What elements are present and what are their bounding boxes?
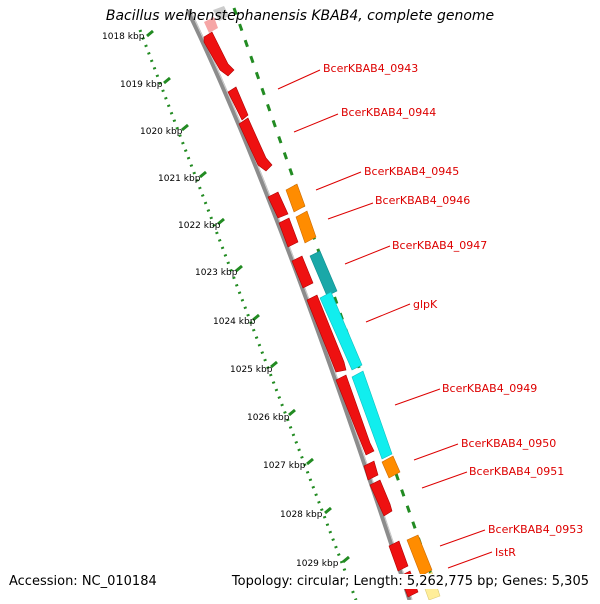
kbp-label: 1023 kbp [195,268,238,278]
gene-arrow-faded [204,17,218,33]
gene-label: BcerKBAB4_0947 [392,239,487,252]
topology-text: Topology: circular; Length: 5,262,775 bp… [230,574,590,589]
gene-grey-faded [213,6,229,21]
gene-cyan [319,291,363,371]
kbp-label: 1026 kbp [247,413,290,423]
gene-arrow [267,191,289,219]
kbp-label: 1029 kbp [296,559,339,569]
gene-arrow [238,117,273,172]
kbp-label: 1028 kbp [280,510,323,520]
gene-orange [381,455,401,479]
gene-arrow [291,255,314,289]
kbp-label: 1022 kbp [178,221,221,231]
gene-label: glpK [413,298,438,311]
gene-arrow [203,31,235,77]
gene-lane-red [203,31,419,598]
gene-orange [295,210,317,244]
kbp-label: 1019 kbp [120,80,163,90]
gene-label: BcerKBAB4_0949 [442,382,537,395]
gene-orange [285,183,306,213]
gene-arrow [363,460,379,481]
map-title: Bacillus weihenstephanensis KBAB4, compl… [105,8,495,24]
gene-label: IstR [495,546,516,559]
outer-ruler-dashed [232,7,442,601]
gene-label: BcerKBAB4_0953 [488,523,583,536]
kbp-label: 1021 kbp [158,174,201,184]
gene-arrow [388,540,409,572]
gene-arrow [227,86,249,121]
kbp-label: 1025 kbp [230,365,273,375]
accession-text: Accession: NC_010184 [8,574,158,589]
gene-label: BcerKBAB4_0946 [375,194,470,207]
gene-label: BcerKBAB4_0944 [341,106,436,119]
kbp-label-group: 1018 kbp 1019 kbp 1020 kbp 1021 kbp 1022… [102,32,339,569]
kbp-label: 1018 kbp [102,32,145,42]
gene-cyan [309,250,338,297]
gene-label: BcerKBAB4_0943 [323,62,418,75]
gene-label-group: BcerKBAB4_0943 BcerKBAB4_0944 BcerKBAB4_… [323,62,583,559]
gene-label: BcerKBAB4_0951 [469,465,564,478]
gene-arrow [306,294,347,373]
gene-label: BcerKBAB4_0945 [364,165,459,178]
gene-label: BcerKBAB4_0950 [461,437,556,450]
kbp-label: 1020 kbp [140,127,183,137]
gene-cyan [351,370,393,460]
ruler-ticks [146,29,350,564]
gene-arrow [335,374,375,456]
kbp-label: 1024 kbp [213,317,256,327]
gene-arrow [278,217,299,248]
kbp-label: 1027 kbp [263,461,306,471]
gene-orange [406,534,433,577]
inner-ruler-dotted [138,29,358,601]
gene-arrow [369,479,393,517]
gene-leader-lines [277,69,493,569]
